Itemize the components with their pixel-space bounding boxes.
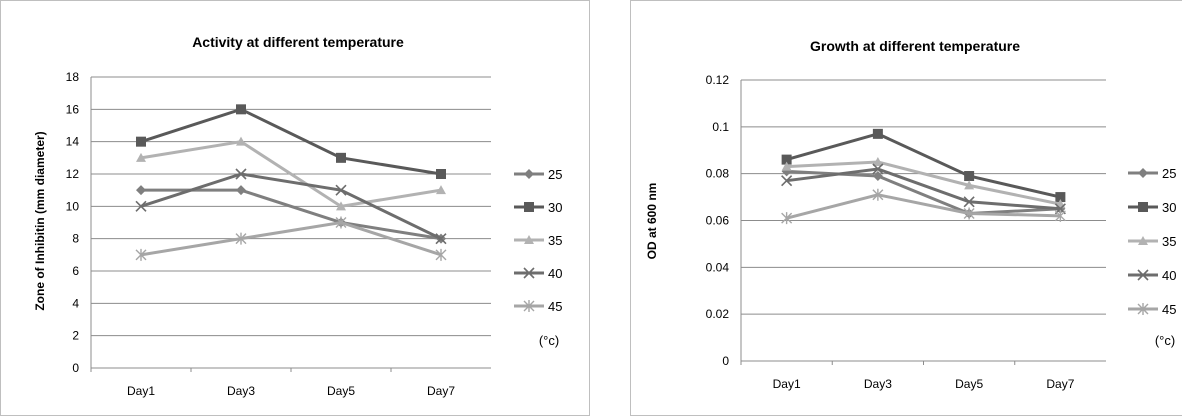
y-tick-label: 10 [66,199,80,213]
legend-label-35: 35 [548,233,562,248]
legend-label-35: 35 [1162,234,1176,249]
y-tick-label: 0.04 [706,260,730,274]
data-point-45 [435,248,447,261]
data-point-35 [436,185,446,195]
data-point-40 [135,200,147,212]
data-point-30 [781,154,792,165]
legend-label-45: 45 [1162,302,1176,317]
activity-chart-panel: Activity at different temperature Zone o… [0,0,590,416]
y-tick-label: 0 [72,361,79,375]
legend-label-40: 40 [1162,268,1176,283]
data-point-45 [335,216,347,229]
data-point-35 [781,161,792,171]
y-tick-label: 18 [66,70,80,84]
data-point-30 [1055,192,1066,203]
growth-chart-panel: Growth at different temperature OD at 60… [630,0,1182,416]
x-tick-label: Day7 [427,384,455,398]
data-point-30 [436,169,446,179]
legend-marker-25 [1138,168,1148,178]
series-line-40 [786,167,1061,211]
legend-marker-35 [1138,236,1148,245]
y-tick-label: 0.02 [706,307,730,321]
y-tick-label: 0.12 [706,73,730,87]
legend-marker-25 [524,169,534,179]
y-tick-label: 14 [66,135,80,149]
data-point-30 [964,171,975,182]
data-point-40 [335,184,347,196]
data-point-25 [236,185,246,196]
legend-marker-30 [1138,202,1148,212]
data-point-40 [963,196,975,208]
series-line-45 [786,193,1061,220]
y-axis-label: Zone of Inhibitin (mm diameter) [33,131,47,310]
series-line-45 [140,220,442,257]
x-tick-label: Day1 [773,377,801,391]
legend-label-45: 45 [548,299,562,314]
y-axis-label: OD at 600 nm [645,183,659,260]
data-point-40 [872,163,884,175]
x-tick-label: Day1 [127,384,155,398]
data-point-45 [235,232,247,245]
legend-marker-40 [523,267,535,279]
series-line-35 [786,160,1061,206]
data-point-45 [963,207,975,220]
y-tick-label: 0.08 [706,167,730,181]
y-tick-label: 0.06 [706,214,730,228]
data-point-30 [336,152,346,163]
series-line-30 [786,132,1061,199]
y-tick-label: 2 [72,329,79,343]
legend-marker-40 [1137,269,1149,281]
legend-unit: (°c) [539,333,559,348]
y-tick-label: 4 [72,296,79,310]
x-tick-label: Day3 [864,377,892,391]
x-tick-label: Day5 [955,377,983,391]
data-point-30 [136,136,146,147]
data-point-40 [235,168,247,180]
activity-chart: Activity at different temperature Zone o… [33,34,562,398]
y-tick-label: 0.1 [712,120,729,134]
data-point-35 [136,152,146,162]
growth-chart: Growth at different temperature OD at 60… [645,38,1176,391]
legend-label-40: 40 [548,266,562,281]
data-point-35 [336,201,346,211]
x-tick-label: Day7 [1046,377,1074,391]
legend-unit: (°c) [1155,333,1175,348]
chart-title: Activity at different temperature [192,34,404,50]
y-tick-label: 0 [722,354,729,368]
legend-label-30: 30 [1162,200,1176,215]
legend-label-25: 25 [548,167,562,182]
data-point-30 [872,128,883,139]
y-tick-label: 16 [66,102,80,116]
legend-marker-35 [524,235,534,244]
legend-label-25: 25 [1162,166,1176,181]
data-point-35 [872,156,883,166]
legend-label-30: 30 [548,200,562,215]
data-point-25 [872,171,883,182]
series-line-35 [140,140,442,208]
chart-title: Growth at different temperature [810,38,1020,54]
x-tick-label: Day5 [327,384,355,398]
data-point-45 [135,248,147,261]
y-tick-label: 8 [72,232,79,246]
series-line-30 [140,107,442,176]
legend-marker-45 [523,300,535,312]
y-tick-label: 12 [66,167,80,181]
legend-marker-30 [524,202,534,212]
data-point-35 [964,180,975,190]
data-point-30 [236,104,246,115]
data-point-35 [236,136,246,146]
data-point-25 [136,185,146,196]
data-point-40 [435,233,447,245]
x-tick-label: Day3 [227,384,255,398]
data-point-45 [872,188,884,201]
legend-marker-45 [1137,303,1149,315]
data-point-45 [1054,209,1066,222]
data-point-45 [781,212,793,225]
y-tick-label: 6 [72,264,79,278]
data-point-40 [781,175,793,187]
series-line-40 [140,172,442,241]
